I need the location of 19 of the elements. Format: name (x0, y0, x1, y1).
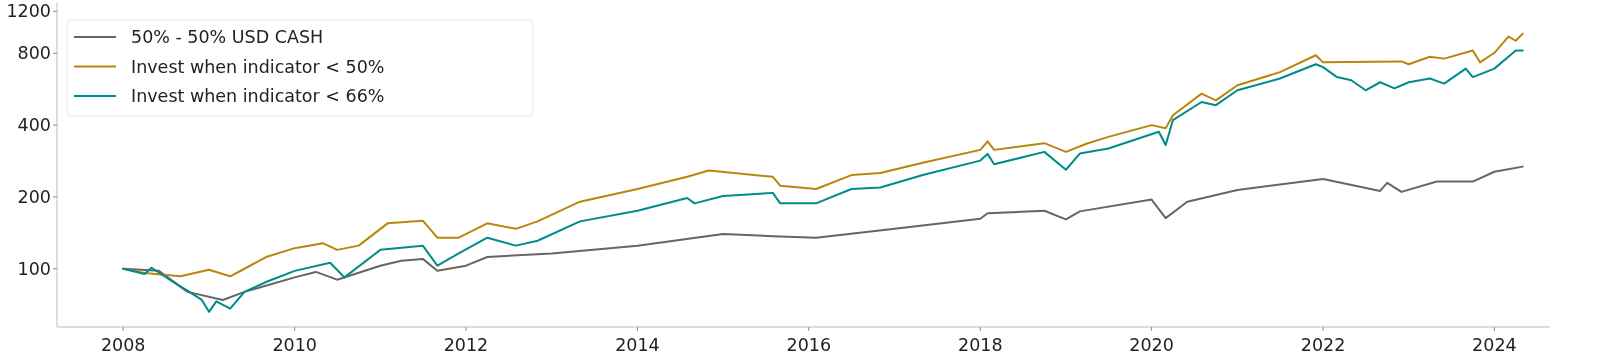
y-tick-label: 800 (17, 43, 51, 64)
legend-label: Invest when indicator < 50% (131, 56, 385, 77)
x-tick-label: 2014 (615, 335, 660, 352)
x-tick-label: 2022 (1300, 335, 1346, 352)
line-series (122, 49, 1524, 313)
x-tick-label: 2008 (100, 335, 146, 352)
x-tick-label: 2024 (1472, 335, 1517, 352)
y-tick-label: 200 (17, 187, 51, 208)
x-tick-label: 2016 (786, 335, 832, 352)
line-series (122, 165, 1524, 301)
y-tick-label: 400 (17, 115, 51, 136)
x-tick-label: 2018 (958, 335, 1003, 352)
legend-label: Invest when indicator < 66% (131, 86, 385, 107)
x-tick-label: 2012 (443, 335, 489, 352)
x-tick-label: 2010 (272, 335, 317, 352)
x-tick-label: 2020 (1129, 335, 1174, 352)
y-tick-label: 100 (17, 258, 51, 279)
y-tick-label: 1200 (6, 1, 51, 22)
legend-label: 50% - 50% USD CASH (131, 27, 324, 48)
